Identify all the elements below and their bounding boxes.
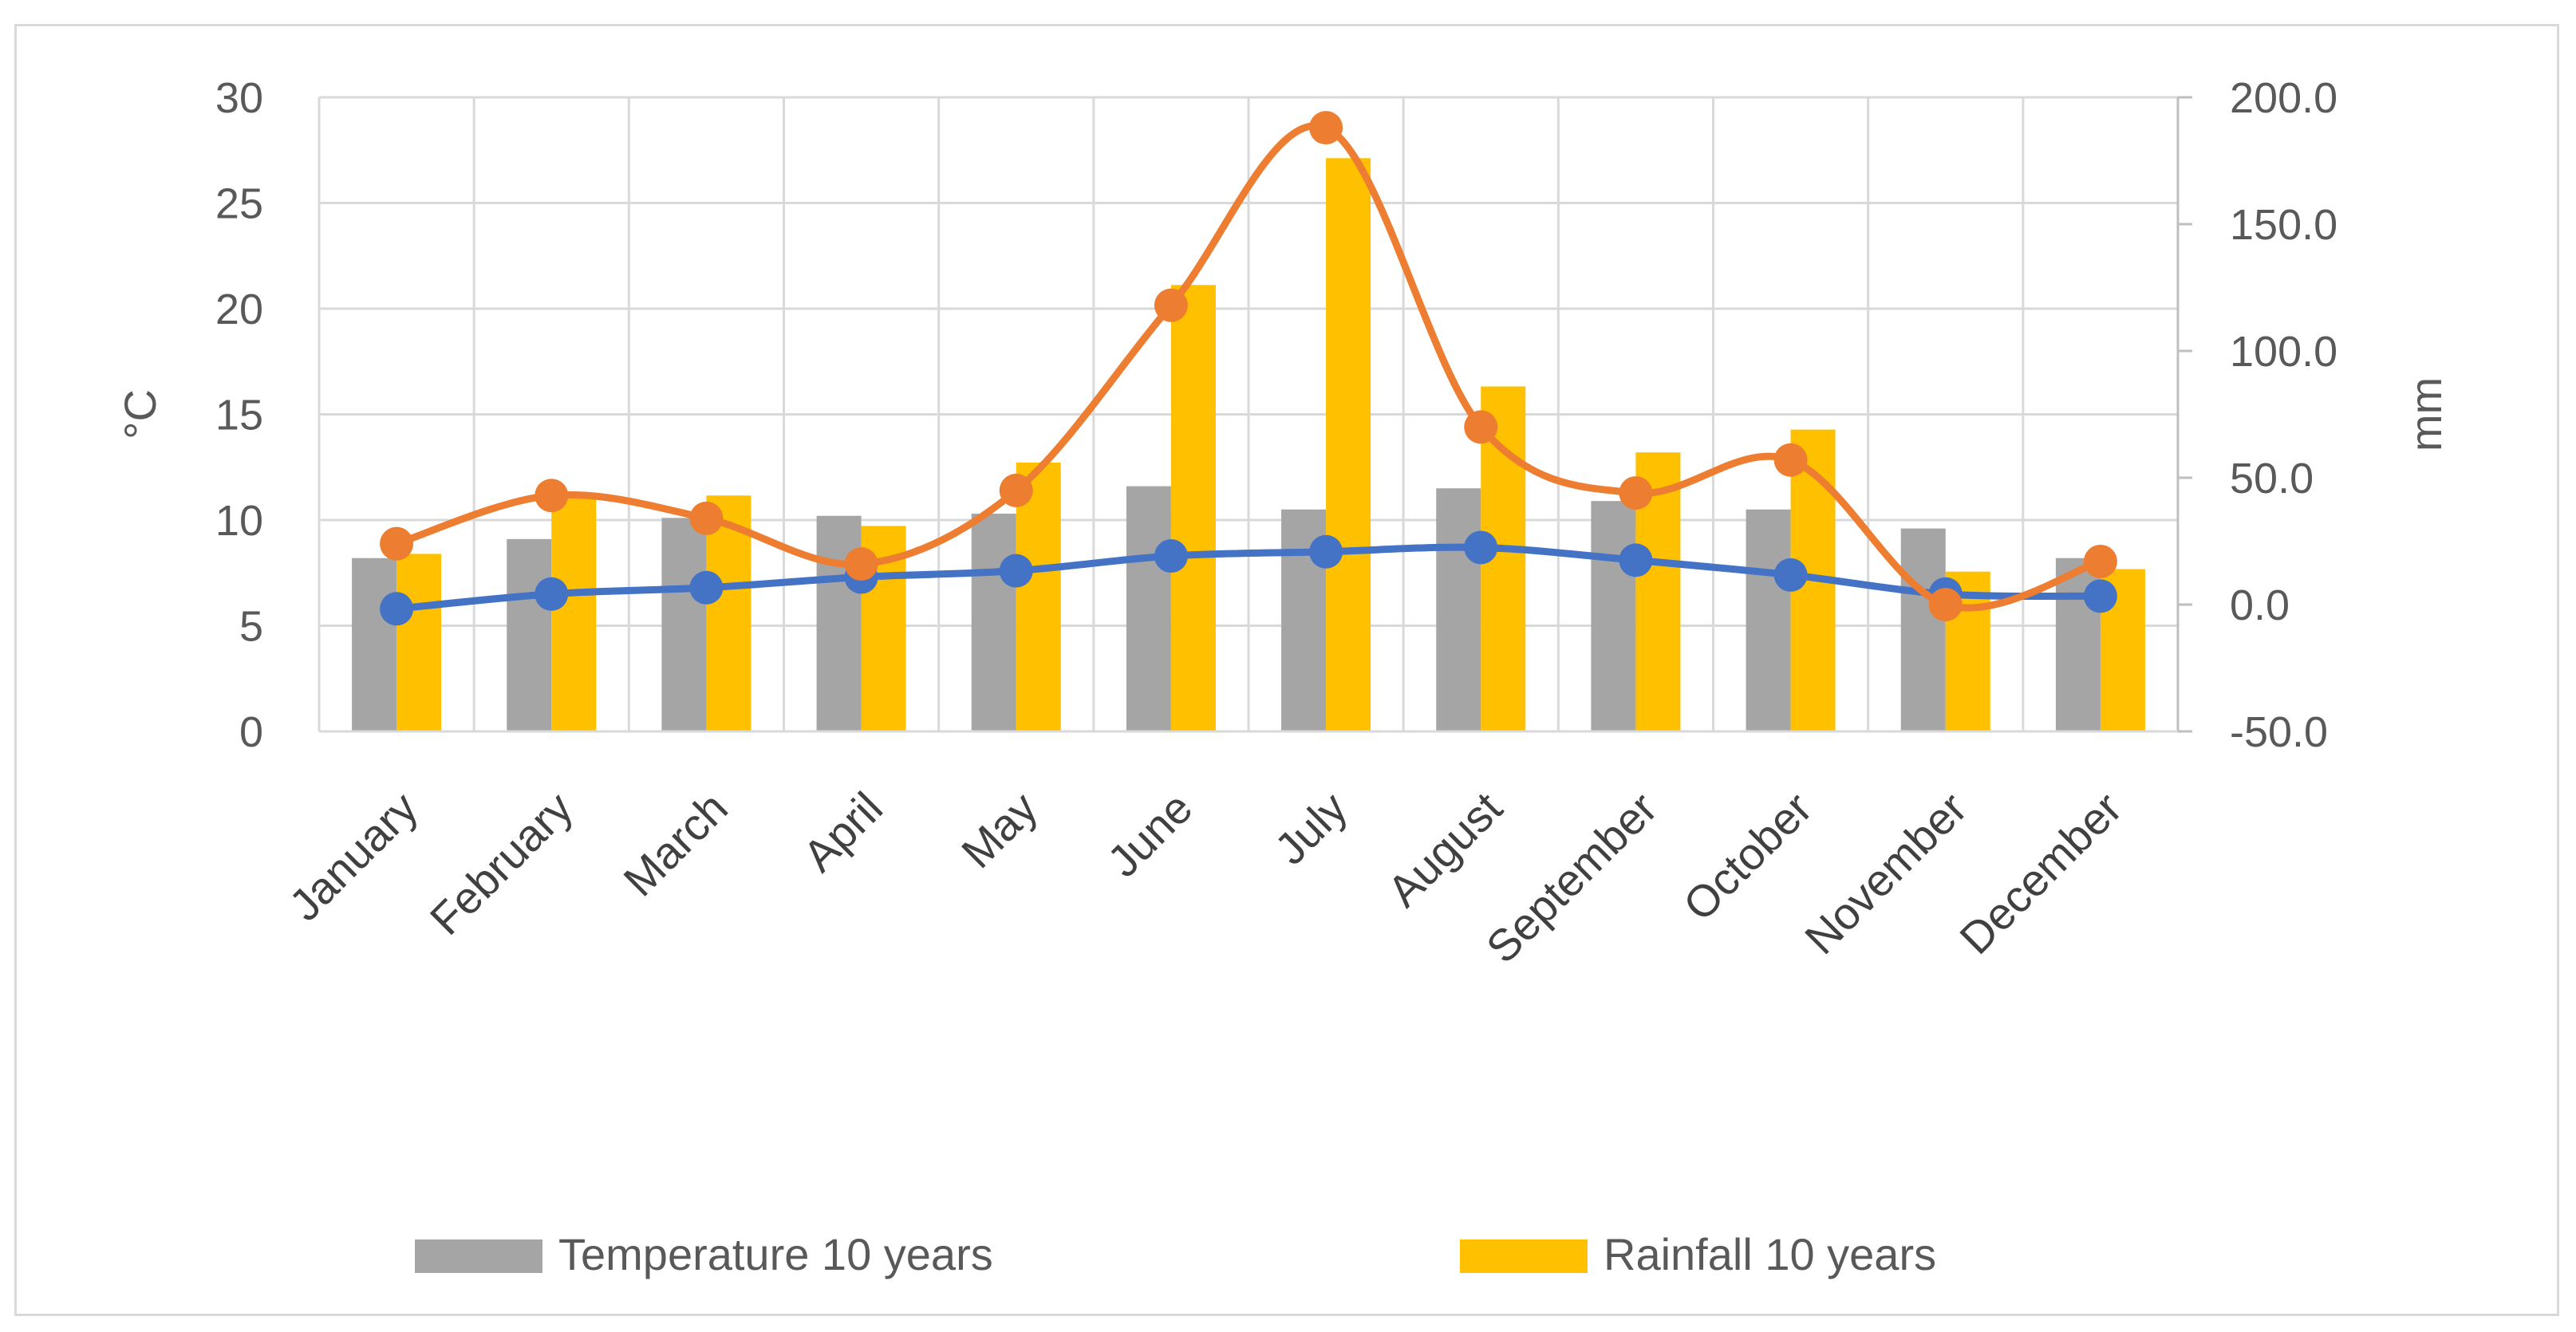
rainfall-bar [1016, 462, 1061, 731]
y-right-tick-label: 100.0 [2230, 328, 2337, 376]
x-category-label: December [1950, 782, 2131, 964]
rainfall-bar [551, 495, 597, 731]
rainfall-bar [396, 554, 442, 731]
x-category-label: February [420, 782, 582, 944]
x-category-label: October [1674, 782, 1821, 930]
temperature-bar [352, 558, 397, 731]
legend-rainfall-swatch [1460, 1239, 1588, 1273]
rainfall-line-marker [1773, 443, 1808, 477]
rainfall-line-marker [844, 547, 878, 581]
y-left-tick-label: 15 [215, 392, 263, 439]
temperature-line-marker [1464, 530, 1498, 565]
rainfall-line-marker [689, 501, 724, 535]
x-category-label: May [952, 782, 1047, 877]
temperature-line-marker [1154, 539, 1188, 573]
rainfall-line-marker [1928, 588, 1963, 621]
rainfall-line-marker [1619, 476, 1653, 510]
y-left-tick-label: 25 [215, 180, 263, 228]
temperature-line-marker [689, 570, 724, 605]
temperature-line-marker [2083, 579, 2117, 613]
temperature-bar [507, 538, 552, 731]
rainfall-line-marker [1309, 111, 1343, 145]
y-right-tick-label: 150.0 [2230, 201, 2337, 249]
x-category-label: August [1378, 782, 1512, 916]
legend-temperature-swatch [415, 1239, 542, 1273]
y-right-axis-title: mm [2400, 377, 2451, 451]
x-category-label: July [1265, 782, 1357, 874]
temperature-bar [1126, 486, 1171, 731]
temperature-bar [971, 514, 1016, 731]
rainfall-line-marker [1464, 410, 1498, 444]
y-left-tick-label: 30 [215, 74, 263, 122]
temperature-line-marker [1619, 543, 1653, 577]
temperature-line-marker [999, 554, 1033, 588]
x-category-label: November [1795, 782, 1976, 964]
rainfall-bar [1326, 158, 1371, 731]
rainfall-bar [1170, 285, 1216, 731]
y-left-axis-title: °C [115, 389, 165, 439]
rainfall-line-marker [1154, 288, 1188, 322]
y-left-tick-label: 10 [215, 497, 263, 545]
temperature-bar [1591, 501, 1636, 731]
y-right-tick-label: 50.0 [2230, 455, 2314, 502]
temperature-bar [661, 518, 707, 731]
temperature-bar [1436, 488, 1481, 731]
legend-temperature-label: Temperature 10 years [558, 1229, 993, 1279]
rainfall-line-marker [380, 526, 414, 561]
y-right-tick-label: 200.0 [2230, 74, 2337, 122]
temperature-line-marker [1773, 558, 1808, 592]
temperature-bar [1746, 509, 1791, 731]
y-left-tick-label: 0 [239, 708, 263, 756]
y-left-tick-label: 5 [239, 603, 263, 651]
temperature-line [393, 543, 2105, 613]
temperature-bar [1900, 528, 1946, 731]
x-category-label: September [1477, 782, 1667, 972]
y-right-tick-label: -50.0 [2230, 708, 2328, 756]
rainfall-line-marker [535, 479, 569, 513]
temperature-line-marker [535, 577, 569, 611]
x-category-label: June [1098, 782, 1201, 886]
temperature-bar [816, 515, 862, 731]
rainfall-line-marker [999, 473, 1033, 507]
chart-frame [14, 24, 2559, 1316]
legend-rainfall-label: Rainfall 10 years [1604, 1229, 1936, 1279]
temperature-line-marker [380, 592, 414, 626]
rainfall-bar [706, 495, 751, 731]
y-left-tick-label: 20 [215, 286, 263, 333]
x-category-label: January [279, 782, 427, 930]
y-right-tick-label: 0.0 [2230, 581, 2290, 629]
x-category-label: April [793, 782, 892, 881]
x-category-label: March [613, 782, 737, 906]
rainfall-line-marker [2083, 544, 2117, 578]
temperature-line-marker [1309, 534, 1343, 569]
